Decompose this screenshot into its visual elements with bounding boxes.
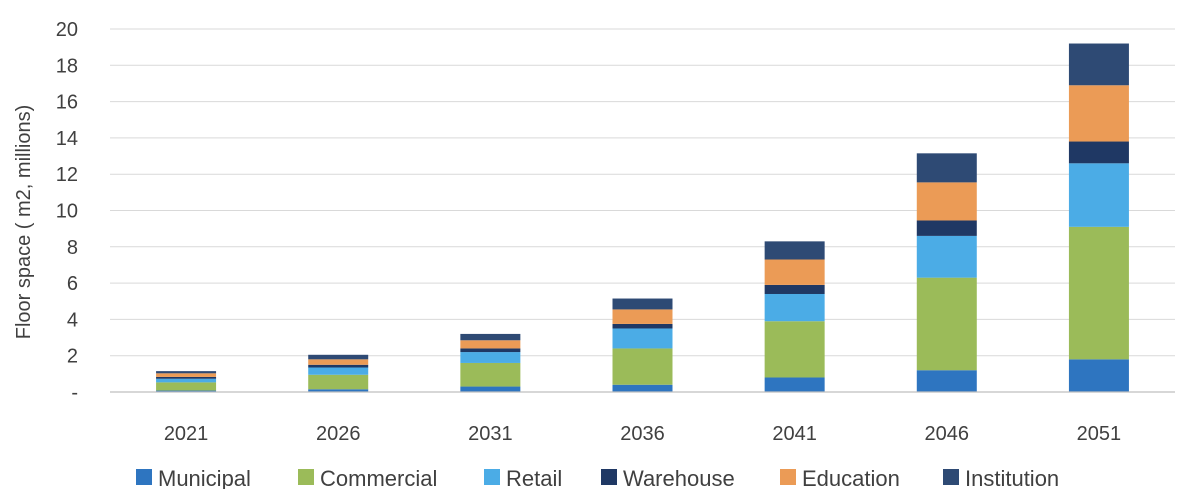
bar-segment-warehouse xyxy=(764,284,825,294)
bar-segment-retail xyxy=(460,352,521,363)
bar-segment-institution xyxy=(764,241,825,260)
bar-segment-municipal xyxy=(308,389,369,392)
y-tick-label: - xyxy=(71,382,78,404)
y-tick-label: 4 xyxy=(67,309,78,331)
x-tick-label: 2031 xyxy=(468,423,513,445)
y-tick-label: 20 xyxy=(56,19,78,41)
y-tick-label: 8 xyxy=(67,237,78,259)
bar-segment-retail xyxy=(916,235,977,278)
legend-swatch-commercial xyxy=(298,469,314,485)
bar-segment-institution xyxy=(612,298,673,310)
y-tick-label: 18 xyxy=(56,55,78,77)
bar-segment-retail xyxy=(764,293,825,322)
bar-segment-commercial xyxy=(460,362,521,387)
legend-swatch-retail xyxy=(484,469,500,485)
y-tick-label: 14 xyxy=(56,128,78,150)
legend-swatch-municipal xyxy=(136,469,152,485)
legend-label-commercial: Commercial xyxy=(320,466,437,489)
bar-segment-education xyxy=(156,373,217,377)
x-tick-label: 2041 xyxy=(772,423,817,445)
bar-segment-retail xyxy=(156,378,217,383)
bar-segment-institution xyxy=(460,333,521,341)
bar-segment-education xyxy=(764,259,825,285)
legend-label-warehouse: Warehouse xyxy=(623,466,735,489)
bar-segment-retail xyxy=(308,367,369,375)
legend-label-education: Education xyxy=(802,466,900,489)
bar-segment-institution xyxy=(1068,43,1129,86)
x-tick-label: 2046 xyxy=(925,423,970,445)
bar-segment-institution xyxy=(156,371,217,374)
bar-segment-education xyxy=(612,309,673,324)
bar-segment-warehouse xyxy=(156,376,217,379)
bar-segment-commercial xyxy=(916,277,977,371)
bar-segment-institution xyxy=(916,153,977,183)
legend-label-institution: Institution xyxy=(965,466,1059,489)
y-tick-label: 16 xyxy=(56,92,78,114)
bar-segment-warehouse xyxy=(612,323,673,329)
bar-segment-education xyxy=(916,182,977,221)
legend-swatch-warehouse xyxy=(601,469,617,485)
x-tick-label: 2021 xyxy=(164,423,209,445)
bar-segment-education xyxy=(460,340,521,349)
bar-segment-retail xyxy=(612,328,673,349)
y-axis-label: Floor space ( m2, millions) xyxy=(13,105,35,340)
legend: Municipal Commercial Retail Warehouse Educat… xyxy=(136,466,1059,491)
y-tick-label: 10 xyxy=(56,201,78,223)
bar-segment-commercial xyxy=(308,374,369,390)
bar-segment-municipal xyxy=(460,386,521,392)
axes: - 2 4 6 8 10 12 14 16 18 20 2021 2026 2031 2036 2041 204… xyxy=(56,19,1175,445)
bar-segment-commercial xyxy=(764,321,825,378)
y-tick-label: 6 xyxy=(67,273,78,295)
legend-label-retail: Retail xyxy=(506,466,562,489)
x-tick-label: 2026 xyxy=(316,423,361,445)
bar-segment-warehouse xyxy=(916,220,977,236)
legend-swatch-education xyxy=(780,469,796,485)
bar-segment-municipal xyxy=(612,384,673,392)
bar-segment-commercial xyxy=(1068,226,1129,360)
bar-segment-education xyxy=(308,359,369,365)
bar-segment-warehouse xyxy=(1068,141,1129,164)
bar-segment-municipal xyxy=(156,390,217,392)
bar-segment-warehouse xyxy=(460,348,521,353)
bar-segment-municipal xyxy=(916,370,977,392)
x-tick-label: 2036 xyxy=(620,423,665,445)
bar-segment-municipal xyxy=(1068,359,1129,392)
bar-segment-commercial xyxy=(156,382,217,391)
gridlines xyxy=(110,28,1175,357)
bar-segment-retail xyxy=(1068,163,1129,227)
legend-swatch-institution xyxy=(943,469,959,485)
bar-segment-commercial xyxy=(612,348,673,385)
legend-label-municipal: Municipal xyxy=(158,466,251,489)
bar-segment-municipal xyxy=(764,377,825,392)
bars xyxy=(156,43,1129,392)
bar-segment-education xyxy=(1068,85,1129,142)
bar-segment-warehouse xyxy=(308,364,369,368)
bar-segment-institution xyxy=(308,354,369,360)
x-tick-label: 2051 xyxy=(1077,423,1122,445)
y-tick-label: 2 xyxy=(67,346,78,368)
y-tick-label: 12 xyxy=(56,164,78,186)
